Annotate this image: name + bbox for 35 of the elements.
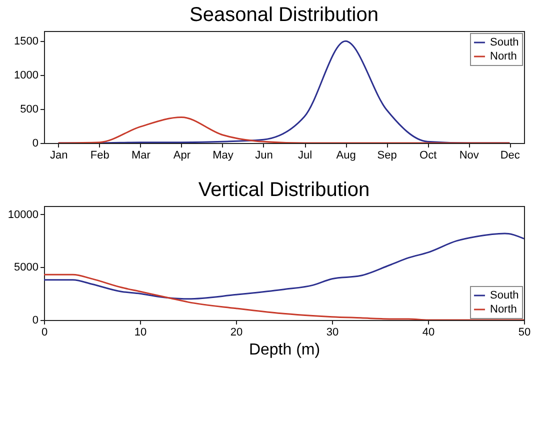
- x-tick-label: 40: [422, 326, 435, 338]
- x-tick-label: Sep: [377, 150, 397, 162]
- x-tick-label: Nov: [459, 150, 480, 162]
- x-tick-label: Jul: [298, 150, 312, 162]
- y-tick-label: 1000: [14, 70, 38, 82]
- line-series: [44, 232, 524, 300]
- x-tick-label: Dec: [500, 150, 520, 162]
- y-tick-label: 10000: [8, 208, 38, 221]
- chart-title: Seasonal Distribution: [190, 4, 378, 26]
- legend-label: North: [490, 50, 517, 62]
- legend-label: South: [490, 290, 519, 302]
- x-tick-label: Apr: [173, 150, 191, 162]
- x-tick-label: Jan: [50, 150, 68, 162]
- x-tick-label: 30: [326, 326, 339, 338]
- y-tick-label: 5000: [14, 262, 38, 274]
- x-tick-label: Oct: [420, 150, 437, 162]
- legend-label: South: [490, 36, 519, 48]
- x-axis-title: Depth (m): [248, 342, 320, 358]
- x-tick-label: 10: [134, 326, 147, 338]
- chart-title: Vertical Distribution: [198, 179, 370, 201]
- line-series: [58, 116, 510, 143]
- y-tick-label: 0: [32, 314, 38, 326]
- x-tick-label: Feb: [90, 150, 110, 162]
- x-tick-label: 0: [41, 326, 48, 338]
- x-tick-label: 20: [230, 326, 243, 338]
- x-tick-label: May: [212, 150, 234, 162]
- x-tick-label: Mar: [131, 150, 151, 162]
- x-tick-label: Jun: [255, 150, 273, 162]
- y-tick-label: 500: [20, 104, 38, 116]
- x-tick-label: Aug: [336, 150, 356, 162]
- y-tick-label: 1500: [14, 36, 38, 48]
- legend-label: North: [490, 304, 517, 316]
- y-tick-label: 0: [32, 138, 38, 150]
- x-tick-label: 50: [518, 326, 531, 338]
- line-series: [44, 274, 524, 320]
